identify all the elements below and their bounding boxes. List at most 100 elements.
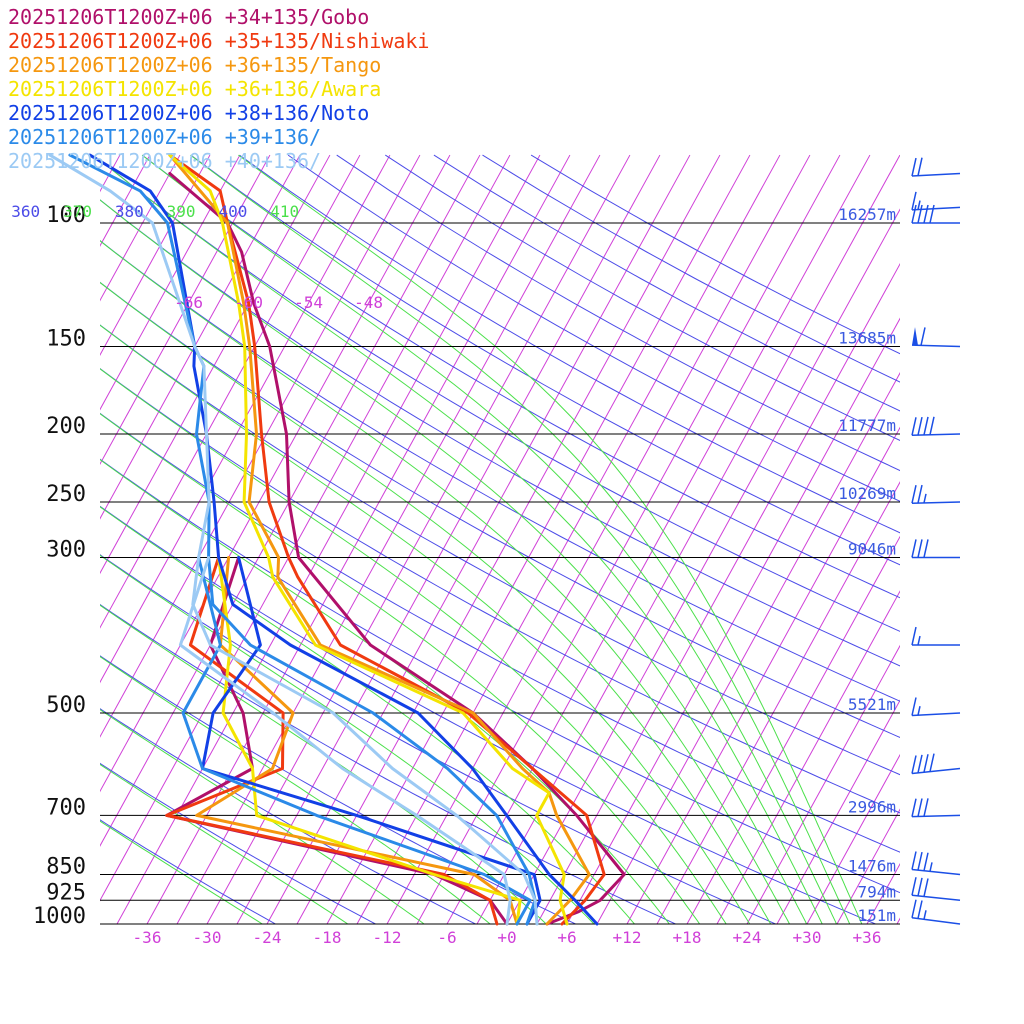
wind-barb <box>911 753 961 775</box>
series-line <box>88 153 599 926</box>
upper-temperature-label: -60 <box>234 293 263 312</box>
wind-barbs <box>911 157 961 925</box>
legend-entry: 20251206T1200Z+06 +35+135/Nishiwaki <box>8 29 429 53</box>
wind-barb <box>911 626 960 646</box>
theta-line <box>100 239 900 702</box>
wind-barb-full-feather <box>917 157 923 176</box>
height-label: 2996m <box>848 797 896 816</box>
series-line <box>168 153 591 926</box>
height-label: 151m <box>857 906 896 925</box>
wind-barb-full-feather <box>911 697 917 716</box>
isotherm-line <box>927 155 1024 924</box>
isotherm-line <box>0 155 30 924</box>
temperature-tick-label: -12 <box>373 928 402 947</box>
wind-barb-shaft <box>911 501 961 504</box>
pressure-tick-label: 100 <box>46 203 86 228</box>
theta-line <box>100 819 276 924</box>
legend-entry: 20251206T1200Z+06 +39+136/ <box>8 125 321 149</box>
theta-line <box>100 159 900 632</box>
temperature-tick-label: +0 <box>497 928 516 947</box>
wind-barb-full-feather <box>917 539 923 558</box>
wind-barb-shaft <box>911 767 961 775</box>
isotherm-line <box>656 481 900 924</box>
wind-barb-full-feather <box>923 204 929 224</box>
isotherm-line <box>987 155 1024 924</box>
height-label: 11777m <box>838 416 896 435</box>
height-label: 9046m <box>848 539 896 558</box>
wind-barb-shaft <box>911 894 961 902</box>
height-label: 10269m <box>838 484 896 503</box>
pressure-tick-label: 850 <box>46 855 86 880</box>
wind-barb-full-feather <box>917 204 923 224</box>
sounding-series <box>48 153 626 926</box>
wind-barb-shaft <box>911 344 961 348</box>
wind-barb <box>911 157 961 177</box>
upper-temperature-label: -48 <box>354 293 383 312</box>
wind-barb-full-feather <box>917 754 923 774</box>
temperature-tick-label: -24 <box>253 928 282 947</box>
height-label: 5521m <box>848 695 896 714</box>
wind-barb-half-feather <box>917 706 921 716</box>
wind-barb <box>911 697 961 717</box>
wind-barb-full-feather <box>911 417 917 436</box>
moist-adiabat-line <box>238 154 863 924</box>
theta-line <box>190 154 900 566</box>
wind-barb-full-feather <box>917 484 923 504</box>
temperature-tick-label: +36 <box>853 928 882 947</box>
wind-barb <box>911 539 960 559</box>
wind-barb-full-feather <box>917 416 923 436</box>
isotherm-line <box>326 154 751 924</box>
wind-barb-full-feather <box>911 204 917 224</box>
theta-line <box>100 603 676 924</box>
wind-barb-full-feather <box>911 485 917 504</box>
isotherm-line <box>716 590 900 924</box>
theta-label: 360 <box>11 202 40 221</box>
wind-barb-full-feather <box>911 191 917 211</box>
wind-barb <box>911 327 961 348</box>
wind-barb-half-feather <box>923 910 927 920</box>
legend-entry: 20251206T1200Z+06 +40+136/ <box>8 149 321 173</box>
pressure-tick-label: 500 <box>46 693 86 718</box>
legend-entry: 20251206T1200Z+06 +36+136/Awara <box>8 77 381 101</box>
pressure-tick-label: 300 <box>46 537 86 562</box>
isotherm-line <box>566 317 900 924</box>
temperature-tick-label: +12 <box>613 928 642 947</box>
theta-line <box>100 412 900 853</box>
theta-line <box>100 708 476 924</box>
moist-adiabat-line <box>100 240 790 924</box>
wind-barb-shaft <box>911 814 961 818</box>
pressure-tick-label: 1000 <box>33 904 86 929</box>
isotherm-line <box>176 154 601 924</box>
wind-barb-full-feather <box>923 798 929 817</box>
temperature-tick-label: +18 <box>673 928 702 947</box>
theta-line <box>100 505 876 924</box>
pressure-tick-label: 250 <box>46 482 86 507</box>
wind-barb-full-feather <box>923 416 929 436</box>
moist-adiabat-line <box>100 199 808 924</box>
moist-adiabat-line <box>100 281 772 924</box>
pressure-tick-label: 925 <box>46 880 86 905</box>
wind-barb-full-feather <box>923 852 929 871</box>
temperature-tick-label: +6 <box>557 928 576 947</box>
wind-barb-pennant <box>912 327 918 346</box>
upper-temperature-label: -66 <box>174 293 203 312</box>
isotherm-line <box>446 154 871 924</box>
theta-label: 370 <box>63 202 92 221</box>
wind-barb-half-feather <box>917 200 921 210</box>
isotherm-line <box>100 154 451 793</box>
isotherm-line <box>386 154 811 924</box>
wind-barb-full-feather <box>929 753 935 772</box>
temperature-tick-label: +24 <box>733 928 762 947</box>
isotherm-line <box>416 154 841 924</box>
wind-barb <box>911 484 961 504</box>
series-line <box>168 172 626 926</box>
temperature-tick-label: -18 <box>313 928 342 947</box>
wind-barb-full-feather <box>917 877 923 897</box>
theta-label: 390 <box>167 202 196 221</box>
theta-line <box>287 154 900 502</box>
height-label: 794m <box>857 882 896 901</box>
moist-adiabat-line <box>100 368 727 924</box>
moist-adiabat-line <box>100 709 425 924</box>
height-label: 1476m <box>848 857 896 876</box>
